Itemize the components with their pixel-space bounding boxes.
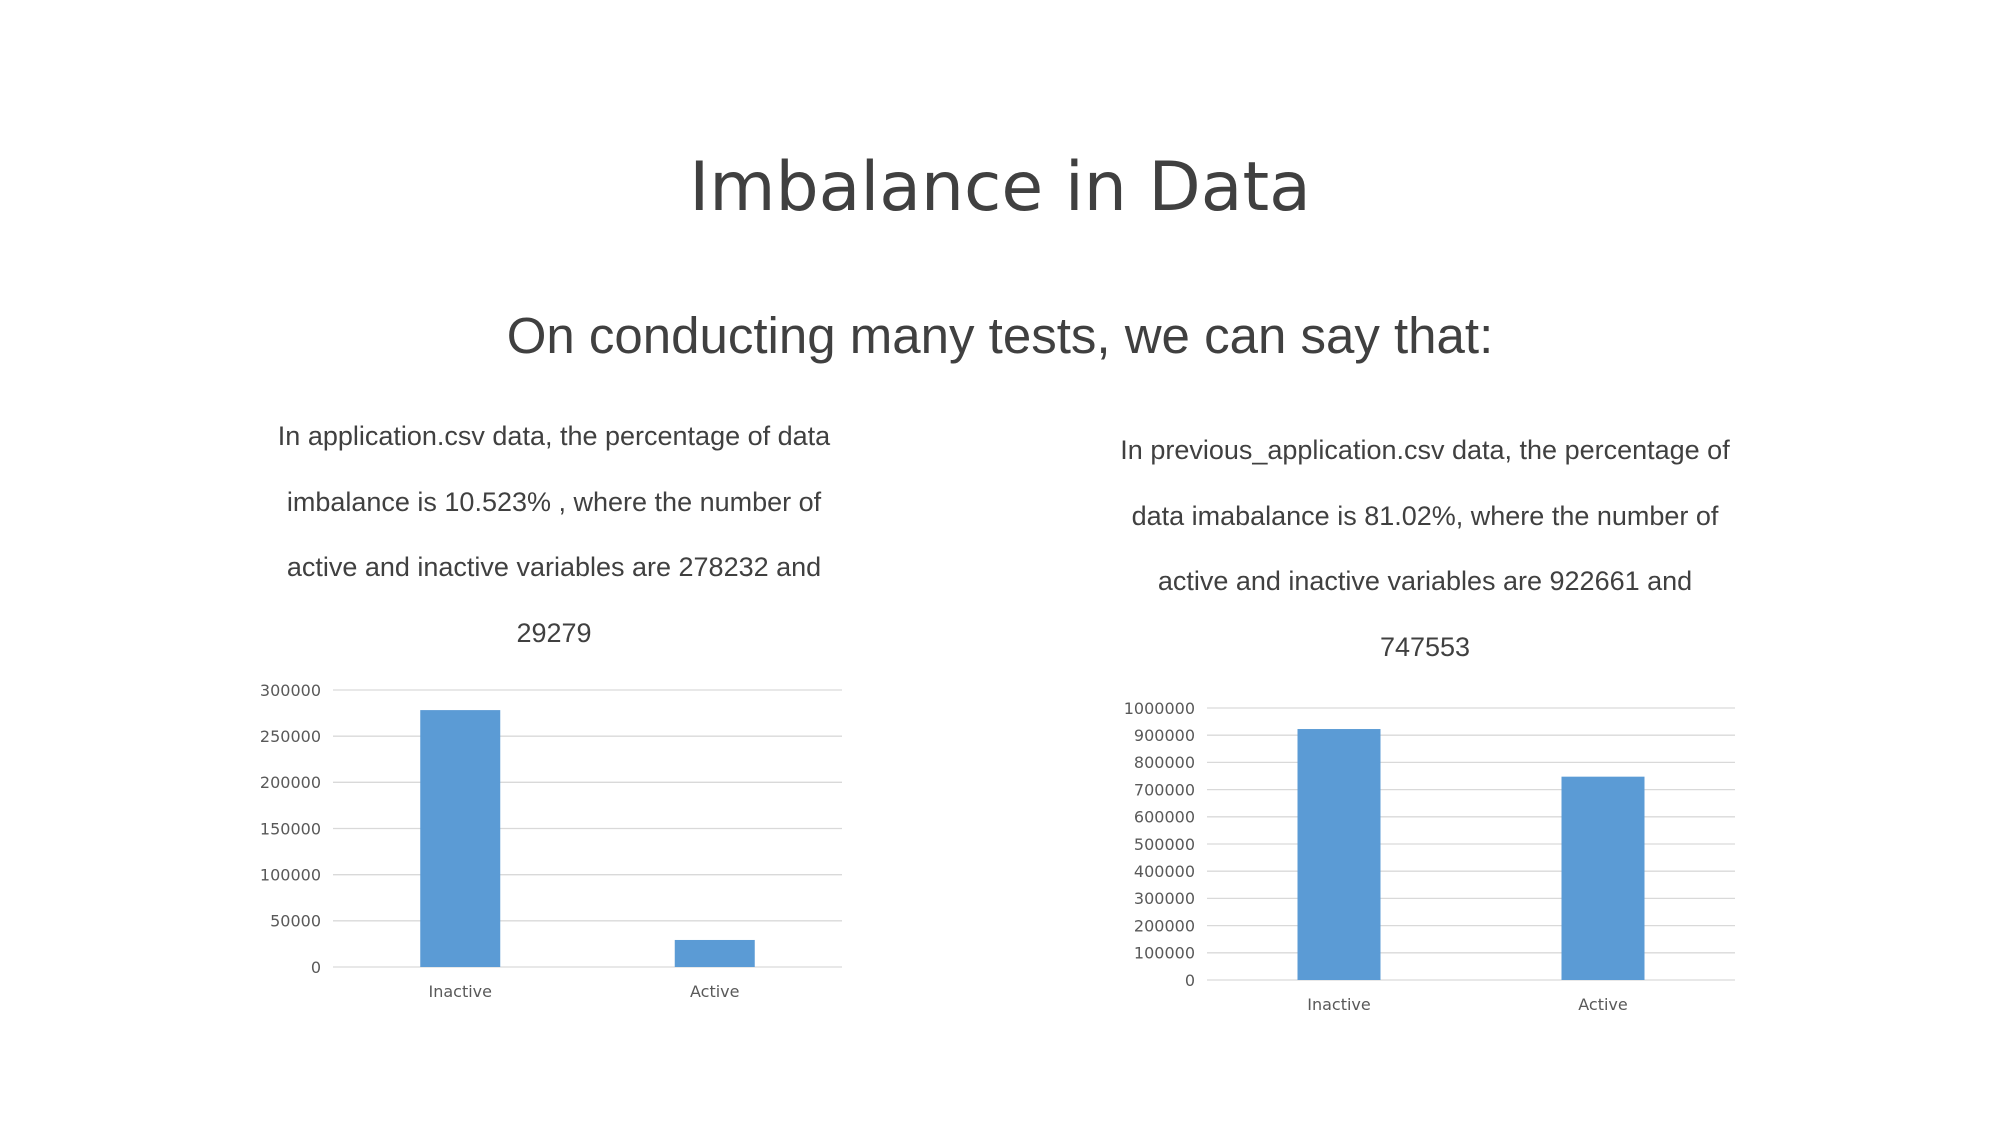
y-tick-label: 800000	[1134, 753, 1195, 772]
y-tick-label: 300000	[260, 681, 321, 700]
y-tick-label: 700000	[1134, 780, 1195, 799]
bar-inactive	[1297, 729, 1381, 980]
x-tick-label: Inactive	[429, 982, 493, 1001]
bar-chart-application: 0 50000 100000 150000 200000 250000 300000 Inac…	[260, 681, 842, 1001]
y-tick-label: 100000	[1134, 944, 1195, 963]
y-tick-label: 200000	[260, 773, 321, 792]
y-tick-label: 100000	[260, 865, 321, 884]
bar-active	[674, 939, 755, 967]
x-tick-label: Active	[690, 982, 740, 1001]
y-tick-label: 600000	[1134, 808, 1195, 827]
slide-title: Imbalance in Data	[689, 148, 1311, 227]
y-tick-label: 400000	[1134, 862, 1195, 881]
y-tick-label: 250000	[260, 727, 321, 746]
y-tick-label: 0	[311, 958, 321, 977]
y-tick-label: 900000	[1134, 726, 1195, 745]
y-tick-label: 300000	[1134, 889, 1195, 908]
bar-chart-previous-application: 0 100000 200000 300000 400000 500000 600000 700…	[1124, 699, 1735, 1014]
slide-subtitle: On conducting many tests, we can say tha…	[506, 307, 1494, 364]
left-description: In application.csv data, the percentage …	[277, 421, 831, 648]
y-tick-label: 0	[1185, 971, 1195, 990]
right-description: In previous_application.csv data, the pe…	[1120, 435, 1730, 662]
y-tick-label: 150000	[260, 819, 321, 838]
y-tick-label: 200000	[1134, 916, 1195, 935]
y-tick-label: 50000	[270, 912, 321, 931]
x-tick-label: Inactive	[1307, 995, 1371, 1014]
x-tick-label: Active	[1578, 995, 1628, 1014]
y-tick-label: 1000000	[1124, 699, 1195, 718]
bar-inactive	[420, 710, 501, 967]
y-tick-label: 500000	[1134, 835, 1195, 854]
bar-active	[1561, 776, 1645, 980]
